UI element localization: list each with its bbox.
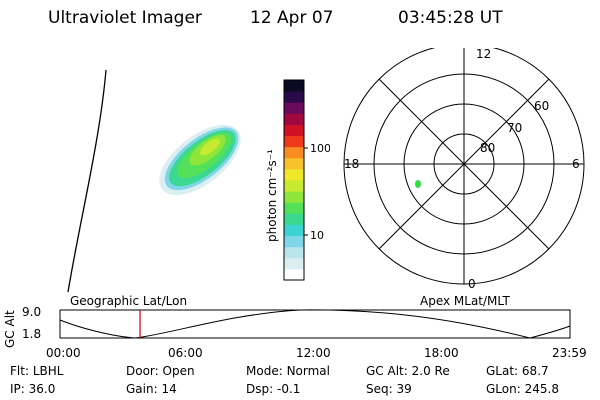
colorbar-stop — [284, 124, 304, 137]
altitude-timeline: GC Alt 9.0 1.8 — [3, 305, 571, 348]
colorbar-stop — [284, 102, 304, 114]
altitude-tick-low: 1.8 — [22, 327, 41, 341]
polar-plot: 12 18 6 0 80 70 60 — [343, 48, 585, 291]
colorbar-stop — [284, 235, 304, 248]
mlt-label-bottom: 0 — [468, 277, 476, 291]
colorbar: 100 10 photon cm⁻²s⁻¹ — [265, 79, 330, 281]
x-tick-2: 12:00 — [296, 346, 331, 360]
info-glat: GLat: 68.7 — [486, 364, 549, 378]
x-tick-4: 23:59 — [552, 346, 587, 360]
emission-spot — [415, 180, 421, 188]
colorbar-stop — [284, 202, 304, 214]
mlt-label-top: 12 — [476, 48, 491, 61]
ring-label-70: 70 — [507, 121, 522, 135]
date-label: 12 Apr 07 — [250, 8, 334, 28]
colorbar-stop — [284, 146, 304, 159]
apex-label: Apex MLat/MLT — [420, 294, 510, 308]
colorbar-stop — [284, 168, 304, 181]
colorbar-stop — [284, 180, 304, 192]
colorbar-tick-label-10: 10 — [310, 229, 324, 242]
colorbar-frame — [283, 79, 305, 281]
colorbar-stop — [284, 191, 304, 203]
geo-label: Geographic Lat/Lon — [70, 294, 188, 308]
x-tick-3: 18:00 — [424, 346, 459, 360]
auroral-emission-blob — [159, 124, 241, 196]
info-dsp: Dsp: -0.1 — [246, 382, 301, 396]
auroral-image — [67, 69, 241, 293]
colorbar-stop — [284, 80, 304, 92]
altitude-tick-high: 9.0 — [22, 305, 41, 319]
colorbar-stop — [284, 135, 304, 148]
altitude-curve — [59, 309, 571, 339]
polar-diagonal-2 — [378, 78, 550, 250]
altitude-frame — [59, 309, 571, 339]
colorbar-stop — [284, 246, 304, 259]
info-flt: Flt: LBHL — [10, 364, 64, 378]
colorbar-stop — [284, 157, 304, 170]
ring-label-60: 60 — [534, 99, 549, 113]
colorbar-stop — [284, 268, 304, 281]
info-door: Door: Open — [126, 364, 195, 378]
info-gain: Gain: 14 — [126, 382, 177, 396]
ring-label-80: 80 — [480, 141, 495, 155]
mlt-label-left: 18 — [344, 157, 359, 171]
colorbar-tick-label-100: 100 — [310, 142, 330, 155]
info-seq: Seq: 39 — [366, 382, 412, 396]
x-tick-0: 00:00 — [46, 346, 81, 360]
info-mode: Mode: Normal — [246, 364, 330, 378]
instrument-title: Ultraviolet Imager — [48, 8, 202, 28]
colorbar-stop — [284, 91, 304, 103]
x-tick-1: 06:00 — [168, 346, 203, 360]
colorbar-gradient — [284, 80, 304, 281]
mlt-label-right: 6 — [572, 157, 580, 171]
time-label: 03:45:28 UT — [398, 8, 503, 28]
colorbar-stop — [284, 213, 304, 225]
altitude-axis-title: GC Alt — [3, 310, 17, 348]
colorbar-stop — [284, 113, 304, 125]
info-gc-alt: GC Alt: 2.0 Re — [366, 364, 450, 378]
earth-limb-line — [67, 69, 107, 293]
info-ip: IP: 36.0 — [10, 382, 56, 396]
colorbar-stop — [284, 257, 304, 270]
colorbar-stop — [284, 224, 304, 237]
colorbar-unit-label: photon cm⁻²s⁻¹ — [265, 149, 279, 242]
info-glon: GLon: 245.8 — [486, 382, 559, 396]
